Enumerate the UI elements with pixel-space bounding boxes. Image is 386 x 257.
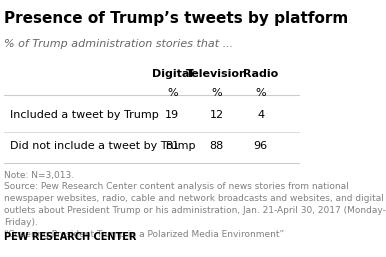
Text: 19: 19 bbox=[165, 110, 179, 120]
Text: 81: 81 bbox=[165, 141, 179, 151]
Text: % of Trump administration stories that ...: % of Trump administration stories that .… bbox=[4, 39, 233, 49]
Text: Presence of Trump’s tweets by platform: Presence of Trump’s tweets by platform bbox=[4, 12, 349, 26]
Text: %: % bbox=[256, 88, 266, 98]
Text: Included a tweet by Trump: Included a tweet by Trump bbox=[10, 110, 159, 120]
Text: 12: 12 bbox=[210, 110, 223, 120]
Text: Did not include a tweet by Trump: Did not include a tweet by Trump bbox=[10, 141, 196, 151]
Text: Radio: Radio bbox=[243, 69, 278, 79]
Text: 4: 4 bbox=[257, 110, 264, 120]
Text: Television: Television bbox=[186, 69, 247, 79]
Text: %: % bbox=[211, 88, 222, 98]
Text: 88: 88 bbox=[209, 141, 223, 151]
Text: Digital: Digital bbox=[152, 69, 193, 79]
Text: Note: N=3,013.
Source: Pew Research Center content analysis of news stories from: Note: N=3,013. Source: Pew Research Cent… bbox=[4, 171, 386, 238]
Text: PEW RESEARCH CENTER: PEW RESEARCH CENTER bbox=[4, 232, 137, 242]
Text: 96: 96 bbox=[254, 141, 268, 151]
Text: %: % bbox=[167, 88, 178, 98]
